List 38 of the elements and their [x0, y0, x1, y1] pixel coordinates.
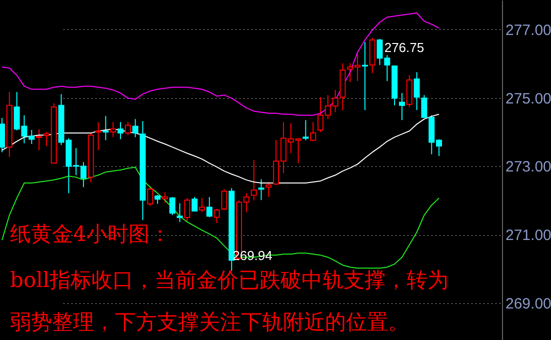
candlestick	[124, 122, 131, 136]
candlestick	[266, 182, 272, 198]
candlestick	[176, 202, 183, 222]
candlestick	[169, 196, 176, 216]
candlestick	[258, 178, 264, 201]
candlestick	[221, 188, 228, 211]
candlestick	[110, 122, 116, 138]
candlestick	[192, 196, 198, 212]
candlestick	[162, 192, 168, 204]
candlestick	[147, 186, 154, 206]
annotation: 弱势整理，下方支撑关注下轨附近的位置。	[10, 310, 409, 334]
y-tick-label: 273.00	[506, 158, 551, 176]
candlestick	[302, 120, 309, 141]
candlestick	[132, 118, 138, 138]
candlestick	[414, 72, 420, 111]
line-series	[2, 12, 440, 116]
y-tick-label: 275.00	[506, 90, 551, 108]
line-series	[2, 166, 440, 269]
y-tick-label: 277.00	[506, 22, 551, 39]
y-tick-label: 271.00	[506, 227, 551, 244]
line-series	[2, 114, 440, 184]
annotation: 纸黄金4小时图：	[10, 222, 170, 246]
candlestick	[102, 115, 109, 141]
candlestick	[362, 42, 368, 111]
candlestick	[310, 122, 316, 142]
annotation: 276.75	[384, 40, 424, 55]
candlestick	[184, 198, 190, 222]
candlestick	[95, 122, 102, 151]
candlestick	[36, 128, 42, 151]
annotation: boll指标收口，当前金价已跌破中轨支撑，转为	[10, 268, 449, 292]
y-tick-label: 269.00	[506, 296, 551, 313]
candlestick	[214, 208, 220, 224]
candlestick	[398, 92, 405, 121]
candlestick	[198, 198, 205, 213]
candlestick	[0, 118, 5, 153]
candlestick	[118, 122, 124, 140]
candlestick	[206, 196, 212, 218]
candlestick	[250, 160, 257, 201]
